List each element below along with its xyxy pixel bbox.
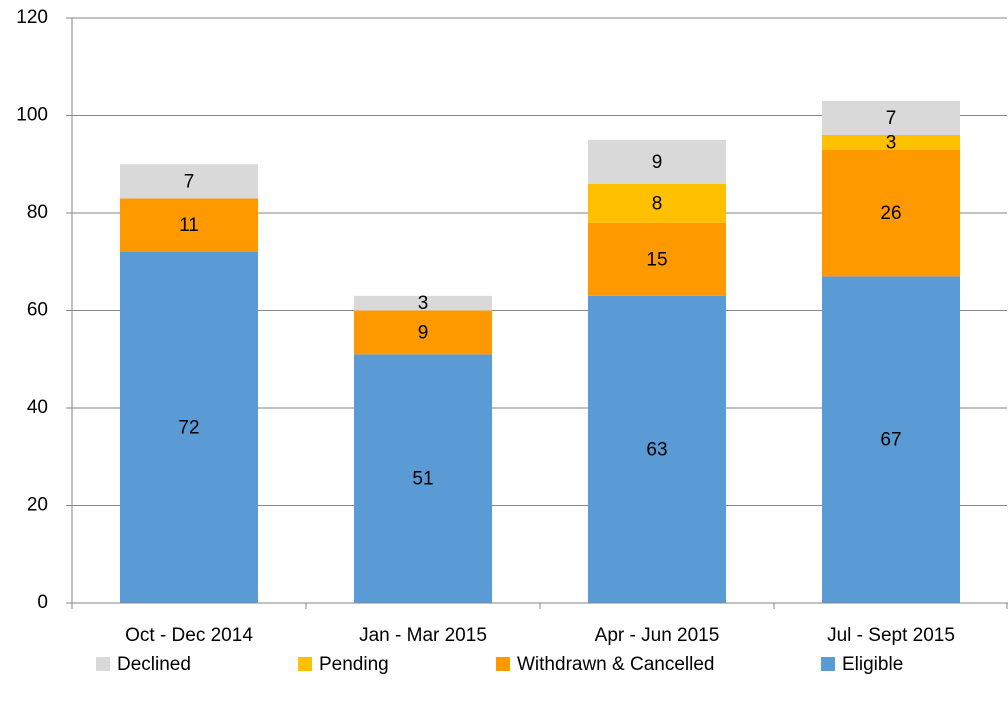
data-label: 9: [418, 322, 429, 343]
data-label: 15: [646, 249, 667, 270]
data-label: 7: [886, 108, 897, 129]
y-tick-label: 40: [27, 397, 48, 418]
bar-segment: [821, 135, 961, 150]
bar-segment: [353, 295, 493, 311]
x-tick-label: Jul - Sept 2015: [827, 625, 955, 646]
data-label: 63: [646, 439, 667, 460]
legend-swatch: [496, 657, 510, 671]
legend-swatch: [298, 657, 312, 671]
bar-segment: [119, 164, 259, 199]
data-label: 3: [886, 132, 897, 153]
bar-segment: [587, 183, 727, 223]
y-tick-label: 20: [27, 495, 48, 516]
legend-swatch: [821, 657, 835, 671]
legend-swatch: [96, 657, 110, 671]
y-tick-label: 100: [16, 105, 48, 126]
bar-segment: [821, 149, 961, 277]
legend-label: Pending: [319, 654, 389, 675]
legend-label: Eligible: [842, 654, 903, 675]
x-tick-label: Jan - Mar 2015: [359, 625, 487, 646]
bar-segment: [587, 295, 727, 603]
data-label: 7: [184, 171, 195, 192]
data-label: 8: [652, 193, 663, 214]
bar-segment: [353, 354, 493, 603]
legend-label: Declined: [117, 654, 191, 675]
bar-segment: [821, 100, 961, 135]
bar-segment: [119, 252, 259, 603]
bar-segment: [119, 198, 259, 252]
y-tick-label: 120: [16, 7, 48, 28]
bar-segment: [587, 222, 727, 296]
x-tick-label: Apr - Jun 2015: [595, 625, 720, 646]
legend-label: Withdrawn & Cancelled: [517, 654, 714, 675]
y-tick-label: 60: [27, 300, 48, 321]
y-tick-label: 0: [37, 592, 48, 613]
y-tick-label: 80: [27, 202, 48, 223]
bar-segment: [821, 276, 961, 603]
data-label: 72: [178, 418, 199, 439]
bar-segment: [587, 139, 727, 184]
data-label: 51: [412, 469, 433, 490]
data-label: 67: [880, 430, 901, 451]
bar-segment: [353, 310, 493, 355]
x-tick-label: Oct - Dec 2014: [125, 625, 253, 646]
data-label: 11: [179, 215, 199, 236]
data-label: 3: [418, 293, 429, 314]
data-label: 26: [880, 203, 901, 224]
data-label: 9: [652, 152, 663, 173]
